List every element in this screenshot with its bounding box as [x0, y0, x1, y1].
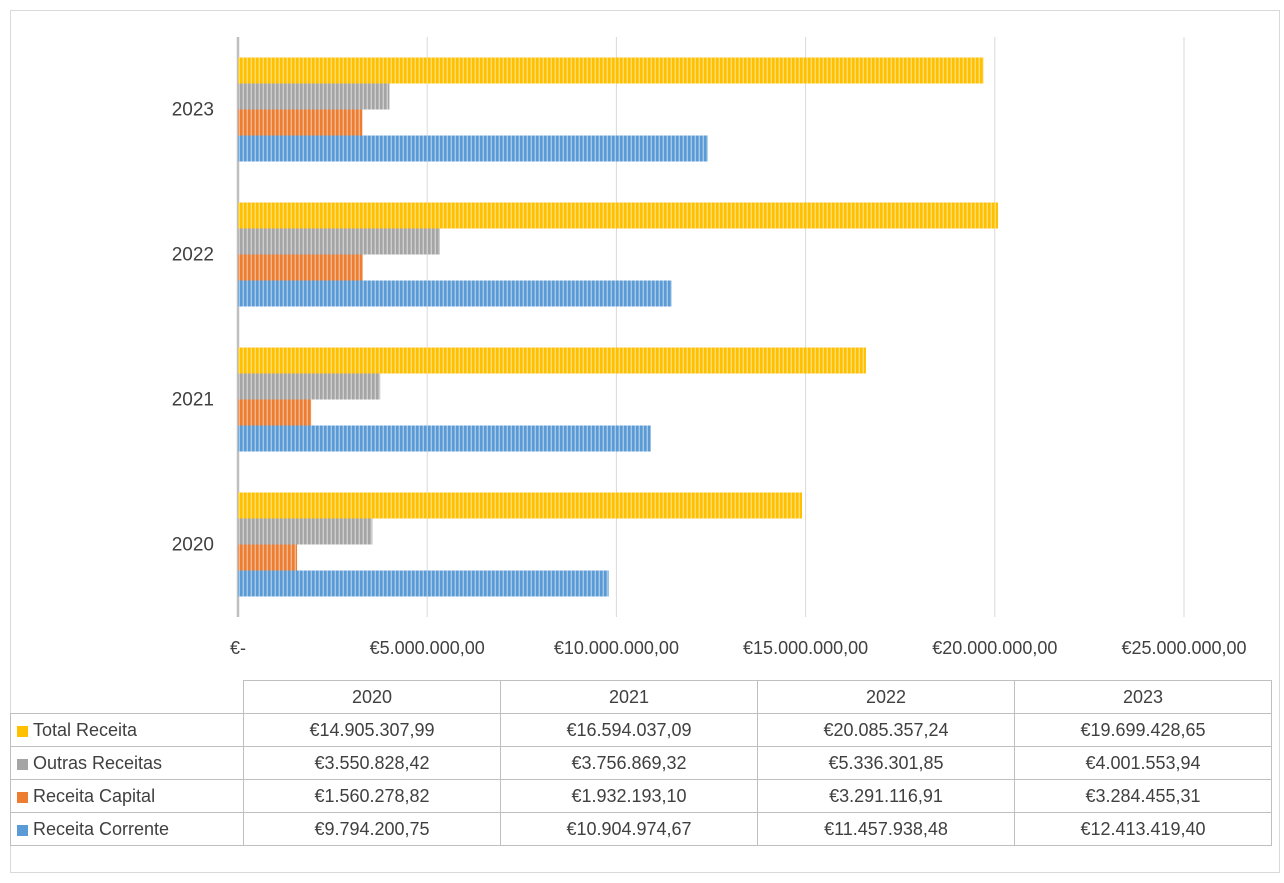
- bar-texture: [238, 425, 651, 452]
- data-table-cell: €3.291.116,91: [757, 779, 1015, 813]
- data-table-column-header: 2020: [243, 680, 501, 714]
- bar-texture: [238, 373, 381, 400]
- data-table-column-header: 2022: [757, 680, 1015, 714]
- data-table-cell: €9.794.200,75: [243, 812, 501, 846]
- data-table-cell: €3.550.828,42: [243, 746, 501, 780]
- y-tick-label: 2020: [172, 535, 214, 556]
- data-table-corner: [11, 681, 244, 714]
- row-label: Outras Receitas: [33, 752, 163, 773]
- bar-texture: [238, 492, 803, 519]
- data-table-cell: €3.284.455,31: [1014, 779, 1272, 813]
- data-table-cell: €16.594.037,09: [500, 713, 758, 747]
- bar-texture: [238, 135, 708, 162]
- data-table-cell: €1.560.278,82: [243, 779, 501, 813]
- data-table-column-header: 2021: [500, 680, 758, 714]
- data-table-cell: €5.336.301,85: [757, 746, 1015, 780]
- data-table-row-header: Outras Receitas: [10, 746, 244, 780]
- legend-key-outras-receitas: [17, 758, 28, 770]
- data-table-row: Outras Receitas €3.550.828,42 €3.756.869…: [10, 746, 1272, 780]
- data-table-row-header: Total Receita: [10, 713, 244, 747]
- bar-texture: [238, 254, 363, 281]
- row-label: Total Receita: [33, 719, 138, 740]
- bar-texture: [238, 518, 373, 545]
- data-table-row: Total Receita €14.905.307,99 €16.594.037…: [10, 713, 1272, 747]
- x-axis-labels: €- €5.000.000,00 €10.000.000,00 €15.000.000…: [230, 638, 1247, 658]
- x-tick-label: €15.000.000,00: [743, 638, 868, 658]
- y-tick-label: 2022: [172, 245, 214, 266]
- data-table-cell: €3.756.869,32: [500, 746, 758, 780]
- legend-key-total-receita: [17, 725, 28, 737]
- row-label: Receita Corrente: [33, 818, 170, 839]
- bar-chart: 2020 2021 2022 2023 €- €5.000.000,00 €10.000.…: [172, 37, 1247, 658]
- bar-texture: [238, 544, 298, 571]
- bars: [238, 57, 999, 597]
- legend-key-receita-capital: [17, 791, 28, 803]
- bar-texture: [238, 109, 363, 136]
- bar-texture: [238, 347, 866, 374]
- bar-texture: [238, 280, 672, 307]
- bar-texture: [238, 399, 312, 426]
- x-tick-label: €-: [230, 638, 246, 658]
- data-table-header-row: 2020 2021 2022 2023: [11, 680, 1272, 714]
- y-axis-labels: 2020 2021 2022 2023: [172, 100, 214, 556]
- bar-texture: [238, 57, 984, 84]
- bar-texture: [238, 570, 609, 597]
- x-tick-label: €10.000.000,00: [554, 638, 679, 658]
- data-table-cell: €19.699.428,65: [1014, 713, 1272, 747]
- data-table-row-header: Receita Capital: [10, 779, 244, 813]
- data-table-cell: €4.001.553,94: [1014, 746, 1272, 780]
- data-table-cell: €11.457.938,48: [757, 812, 1015, 846]
- bar-texture: [238, 228, 440, 255]
- data-table: 2020 2021 2022 2023 Total Receita €14.90…: [10, 680, 1272, 846]
- data-table-column-header: 2023: [1014, 680, 1272, 714]
- y-tick-label: 2021: [172, 390, 214, 411]
- data-table-cell: €12.413.419,40: [1014, 812, 1272, 846]
- grid-lines: [236, 37, 1185, 617]
- legend-key-receita-corrente: [17, 824, 28, 836]
- data-table-row: Receita Corrente €9.794.200,75 €10.904.9…: [10, 812, 1272, 846]
- data-table-row-header: Receita Corrente: [10, 812, 244, 846]
- x-tick-label: €25.000.000,00: [1121, 638, 1246, 658]
- row-label: Receita Capital: [33, 785, 156, 806]
- bar-texture: [238, 202, 999, 229]
- data-table-cell: €10.904.974,67: [500, 812, 758, 846]
- x-tick-label: €20.000.000,00: [932, 638, 1057, 658]
- y-tick-label: 2023: [172, 100, 214, 121]
- data-table-cell: €20.085.357,24: [757, 713, 1015, 747]
- bar-texture: [238, 83, 390, 110]
- data-table-row: Receita Capital €1.560.278,82 €1.932.193…: [10, 779, 1272, 813]
- data-table-cell: €1.932.193,10: [500, 779, 758, 813]
- x-tick-label: €5.000.000,00: [370, 638, 485, 658]
- data-table-cell: €14.905.307,99: [243, 713, 501, 747]
- chart-frame: [10, 10, 1280, 873]
